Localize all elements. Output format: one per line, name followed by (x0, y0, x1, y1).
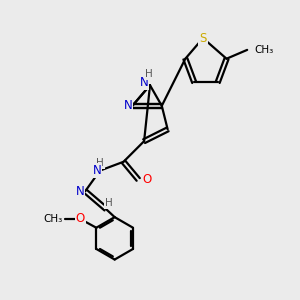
Text: N: N (124, 99, 132, 112)
Text: N: N (140, 76, 148, 89)
Text: H: H (145, 69, 152, 79)
Text: S: S (199, 32, 207, 45)
Text: H: H (96, 158, 104, 168)
Text: CH₃: CH₃ (43, 214, 62, 224)
Text: N: N (76, 185, 84, 198)
Text: O: O (76, 212, 85, 225)
Text: CH₃: CH₃ (254, 45, 274, 55)
Text: O: O (142, 173, 152, 186)
Text: H: H (105, 198, 113, 208)
Text: N: N (93, 164, 101, 177)
